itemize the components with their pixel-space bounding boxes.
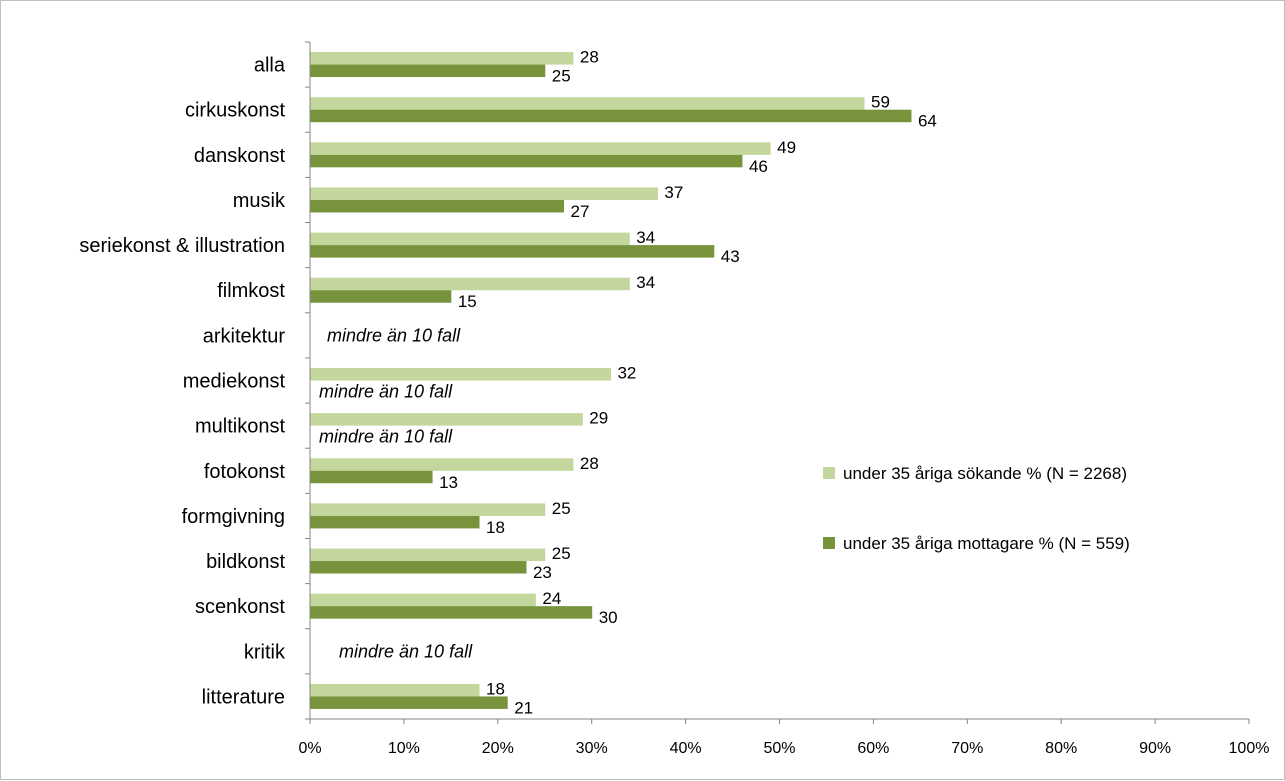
bar-sokande <box>310 458 574 471</box>
bar-mottagare <box>310 245 715 258</box>
bar-sokande <box>310 368 611 381</box>
note-label: mindre än 10 fall <box>319 427 453 447</box>
bar-sokande <box>310 187 658 200</box>
category-label: arkitektur <box>203 325 286 347</box>
data-label: 25 <box>552 67 571 86</box>
bar-mottagare <box>310 290 452 303</box>
x-tick-label: 20% <box>482 740 514 757</box>
note-label: mindre än 10 fall <box>319 382 453 402</box>
category-label: bildkonst <box>206 551 285 573</box>
x-tick-label: 60% <box>857 740 889 757</box>
bar-sokande <box>310 277 630 291</box>
category-label: scenkonst <box>195 596 285 618</box>
data-label: 25 <box>552 544 571 563</box>
category-label: kritik <box>244 641 286 663</box>
data-label: 25 <box>552 499 571 518</box>
bar-sokande <box>310 548 546 562</box>
note-label: mindre än 10 fall <box>339 641 473 661</box>
bar-sokande <box>310 503 546 516</box>
bar-sokande <box>310 593 536 607</box>
legend-swatch <box>823 467 835 479</box>
data-label: 34 <box>636 273 655 292</box>
x-tick-label: 50% <box>763 740 795 757</box>
data-label: 15 <box>458 292 477 311</box>
category-label: litterature <box>202 686 285 708</box>
data-label: 64 <box>918 112 937 131</box>
x-tick-label: 10% <box>388 740 420 757</box>
bar-mottagare <box>310 696 508 709</box>
bar-sokande <box>310 97 865 110</box>
category-label: filmkost <box>217 280 285 302</box>
legend-swatch <box>823 537 835 549</box>
bar-mottagare <box>310 606 593 619</box>
bar-sokande <box>310 413 583 426</box>
bar-mottagare <box>310 515 480 529</box>
category-label: fotokonst <box>204 461 286 483</box>
category-label: cirkuskonst <box>185 100 285 122</box>
bar-sokande <box>310 683 480 697</box>
data-label: 34 <box>636 228 655 247</box>
bar-mottagare <box>310 64 546 78</box>
x-tick-label: 80% <box>1045 740 1077 757</box>
data-label: 29 <box>589 409 608 428</box>
legend-label: under 35 åriga mottagare % (N = 559) <box>843 534 1130 553</box>
category-label: multikonst <box>195 416 285 438</box>
bar-mottagare <box>310 561 527 574</box>
data-label: 49 <box>777 138 796 157</box>
data-label: 43 <box>721 247 740 266</box>
data-label: 28 <box>580 454 599 473</box>
x-tick-label: 0% <box>298 740 321 757</box>
data-label: 46 <box>749 157 768 176</box>
bar-sokande <box>310 52 574 65</box>
data-label: 21 <box>514 698 533 717</box>
bar-sokande <box>310 142 771 155</box>
data-label: 24 <box>542 589 561 608</box>
data-label: 18 <box>486 518 505 537</box>
data-label: 37 <box>664 183 683 202</box>
data-label: 13 <box>439 473 458 492</box>
bar-mottagare <box>310 109 912 123</box>
note-label: mindre än 10 fall <box>327 325 461 345</box>
legend-label: under 35 åriga sökande % (N = 2268) <box>843 464 1127 483</box>
x-tick-label: 30% <box>576 740 608 757</box>
data-label: 18 <box>486 679 505 698</box>
category-label: mediekonst <box>183 371 286 393</box>
bar-mottagare <box>310 199 565 213</box>
x-tick-label: 70% <box>951 740 983 757</box>
category-label: danskonst <box>194 145 286 167</box>
category-label: seriekonst & illustration <box>79 235 285 257</box>
data-label: 27 <box>571 202 590 221</box>
data-label: 59 <box>871 93 890 112</box>
bar-sokande <box>310 232 630 246</box>
data-label: 30 <box>599 608 618 627</box>
bar-mottagare <box>310 154 743 168</box>
data-label: 32 <box>617 364 636 383</box>
category-label: alla <box>254 55 286 77</box>
data-label: 28 <box>580 48 599 67</box>
bar-mottagare <box>310 470 433 484</box>
x-tick-label: 100% <box>1229 740 1270 757</box>
category-label: musik <box>233 190 286 212</box>
data-label: 23 <box>533 563 552 582</box>
category-label: formgivning <box>182 506 285 528</box>
x-tick-label: 90% <box>1139 740 1171 757</box>
x-tick-label: 40% <box>670 740 702 757</box>
